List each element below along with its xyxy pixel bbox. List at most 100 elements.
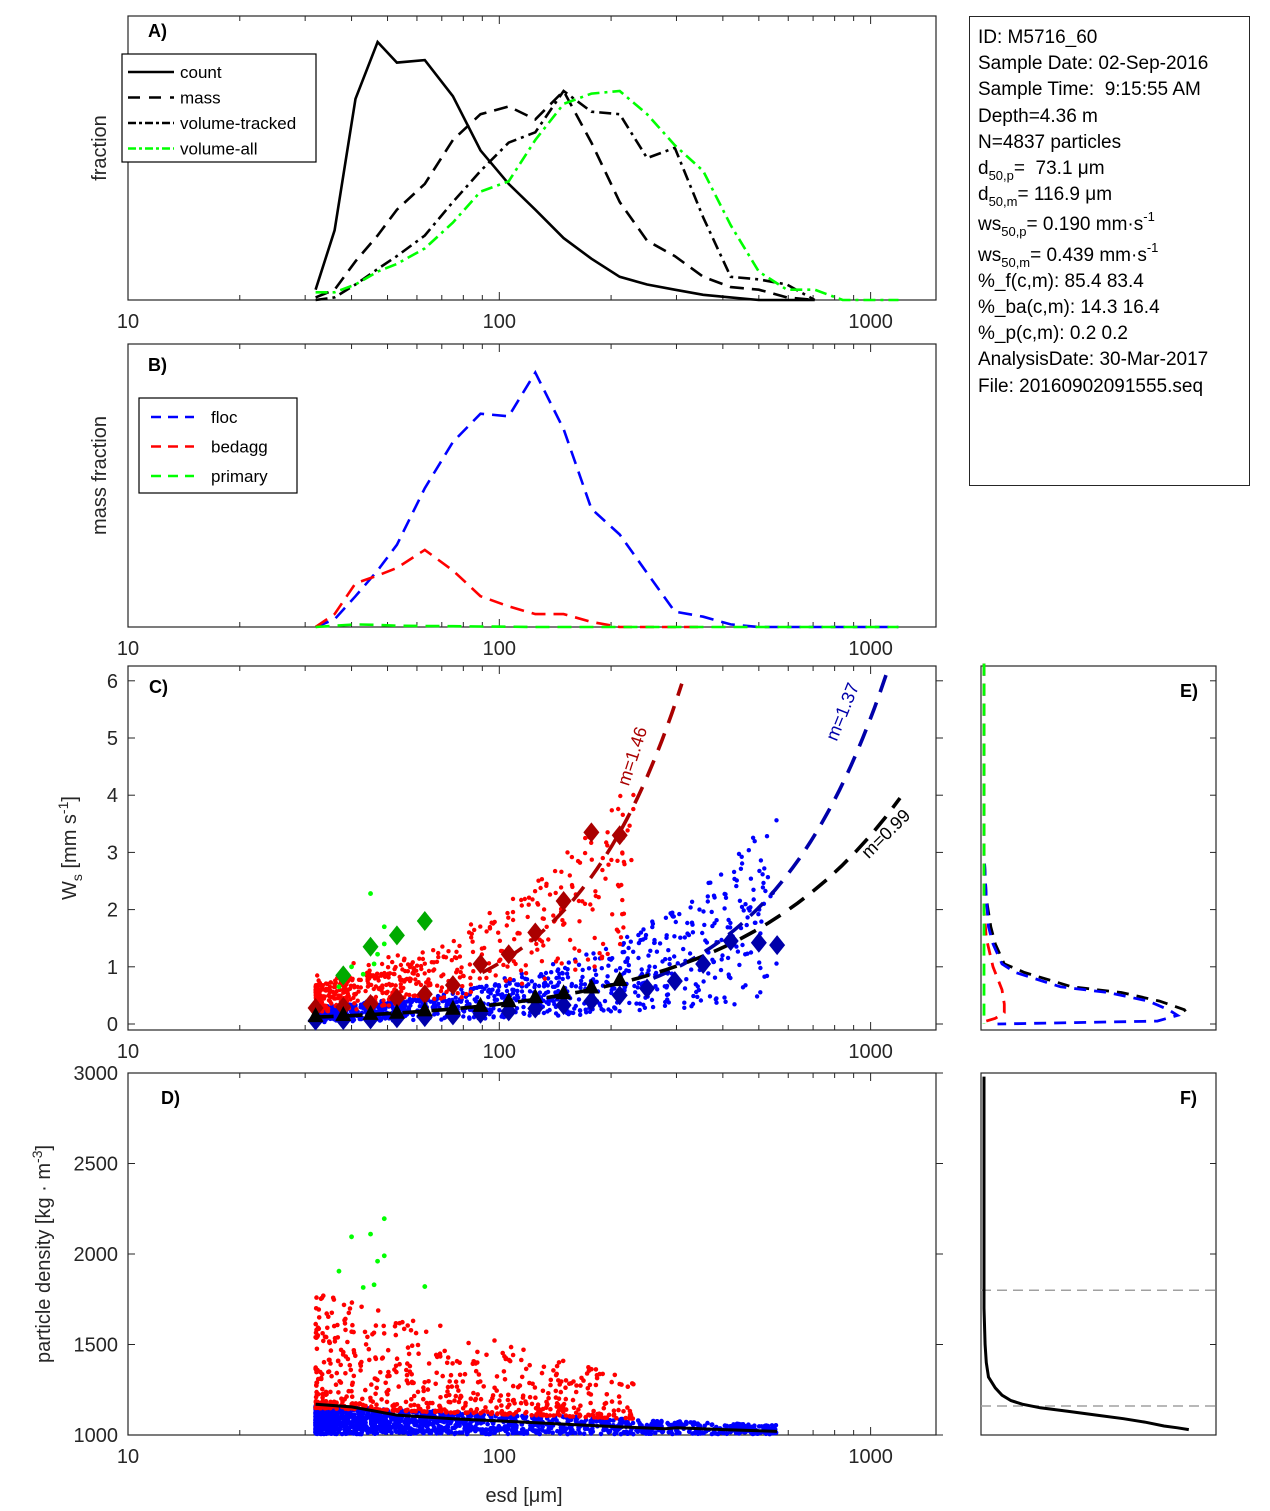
bedagg-point [365, 984, 371, 989]
primary-points [336, 1216, 428, 1290]
bedagg-point [521, 1347, 526, 1353]
floc-point [630, 1420, 636, 1426]
bedagg-median-marker [527, 922, 544, 943]
bedagg-point [370, 973, 376, 978]
floc-point [377, 1423, 383, 1429]
bedagg-point [343, 1327, 348, 1333]
bedagg-point [620, 897, 625, 903]
info-line: ws50,m= 0.439 mm·s-1 [978, 241, 1249, 269]
floc-point [547, 1007, 552, 1013]
bedagg-point [535, 1405, 541, 1410]
panel-f-series [982, 1076, 1190, 1432]
bedagg-point [379, 1397, 384, 1402]
bedagg-point [368, 1398, 374, 1403]
bedagg-point [414, 963, 420, 968]
floc-median-marker [666, 971, 683, 992]
floc-point [349, 1414, 355, 1419]
floc-point [343, 1423, 349, 1428]
bedagg-point [502, 1377, 508, 1382]
C-x-ticks: 10 100 1000 [117, 666, 893, 1063]
floc-point [714, 918, 719, 923]
floc-point [518, 1430, 523, 1436]
floc-point [691, 1431, 697, 1436]
bedagg-point [470, 949, 476, 955]
x-tick-label: 10 [117, 1041, 139, 1063]
B-x-ticks: 10 100 1000 [117, 344, 893, 660]
bedagg-point [631, 806, 636, 812]
bedagg-point [625, 1384, 631, 1389]
bedagg-point [348, 1367, 354, 1373]
bedagg-point [445, 1355, 451, 1360]
bedagg-point [505, 1397, 511, 1403]
floc-point [491, 1015, 496, 1020]
floc-point [690, 930, 696, 935]
bedagg-point [544, 881, 549, 886]
bedagg-point [454, 970, 459, 975]
bedagg-point [597, 1411, 602, 1416]
bedagg-point [320, 1386, 325, 1392]
bedagg-point [323, 988, 328, 993]
bedagg-point [597, 951, 602, 956]
bedagg-point [446, 949, 451, 954]
floc-point [662, 1003, 668, 1008]
bedagg-point [609, 857, 614, 863]
floc-point [408, 1003, 413, 1008]
floc-point [666, 1429, 672, 1435]
floc-point [709, 1422, 715, 1427]
bedagg-point [334, 989, 339, 994]
x-tick-label: 1000 [848, 1446, 893, 1468]
floc-point [641, 1002, 646, 1007]
floc-median-marker [722, 931, 739, 952]
floc-point [578, 978, 584, 983]
all-fit [315, 797, 902, 1019]
bedagg-point [367, 968, 372, 973]
bedagg-point [469, 931, 474, 936]
bedagg-point [519, 1357, 524, 1363]
all-median-marker [335, 1005, 352, 1021]
y-tick-label: 3000 [74, 1063, 119, 1085]
bedagg-point [599, 1415, 605, 1420]
floc-point [576, 962, 582, 967]
floc-point [632, 983, 637, 989]
primary-point [349, 964, 354, 970]
floc-point [529, 979, 534, 984]
bedagg-point [420, 956, 426, 962]
floc-point [485, 1421, 490, 1427]
floc-point [371, 1417, 377, 1423]
floc-point [762, 974, 767, 979]
bedagg-point [328, 1389, 333, 1395]
floc-point [652, 964, 658, 970]
floc-point [401, 1004, 407, 1010]
bedagg-point [390, 1408, 396, 1413]
bedagg-point [537, 937, 542, 942]
floc-point [524, 1431, 530, 1436]
bedagg-point [497, 1398, 502, 1403]
bedagg-point [593, 889, 598, 894]
floc-point [665, 992, 671, 997]
bedagg-point [433, 1381, 439, 1387]
y-axis-label-b: mass fraction [89, 416, 111, 535]
bedagg-point [326, 1314, 331, 1319]
floc-point [378, 1017, 384, 1022]
bedagg-point [434, 1370, 440, 1376]
bedagg-point [354, 1007, 359, 1012]
floc-point [744, 922, 749, 928]
floc-point [365, 1411, 371, 1417]
bedagg-point [552, 868, 558, 874]
info-line: N=4837 particles [978, 131, 1122, 153]
floc-point [724, 1423, 730, 1429]
floc-point [317, 1422, 323, 1427]
bedagg-point [422, 961, 427, 966]
floc-point [628, 939, 633, 944]
floc-point [460, 991, 465, 996]
bedagg-point [351, 1373, 357, 1379]
bedagg-point [523, 971, 529, 976]
all-median-marker [500, 992, 517, 1008]
floc-point [712, 895, 717, 900]
floc-point [605, 974, 610, 979]
bedagg-point [366, 976, 372, 981]
bedagg-point [345, 1339, 350, 1345]
floc-point [527, 1013, 532, 1018]
floc-point [581, 1431, 587, 1436]
x-tick-label: 100 [483, 1041, 516, 1063]
